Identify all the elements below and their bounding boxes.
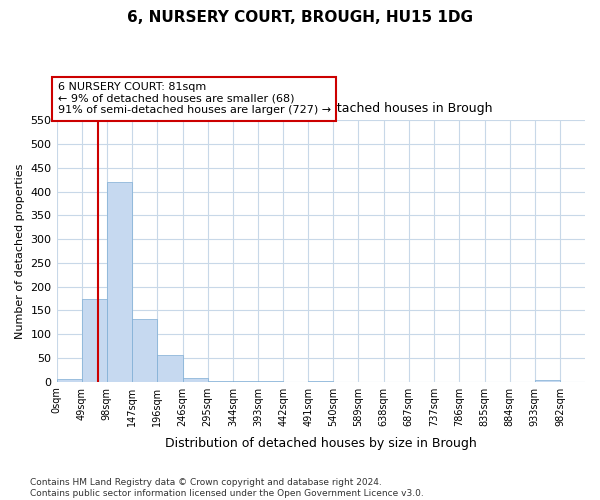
Text: 6 NURSERY COURT: 81sqm
← 9% of detached houses are smaller (68)
91% of semi-deta: 6 NURSERY COURT: 81sqm ← 9% of detached … — [58, 82, 331, 116]
Bar — [182, 378, 208, 382]
X-axis label: Distribution of detached houses by size in Brough: Distribution of detached houses by size … — [165, 437, 476, 450]
Bar — [208, 380, 233, 382]
Text: 6, NURSERY COURT, BROUGH, HU15 1DG: 6, NURSERY COURT, BROUGH, HU15 1DG — [127, 10, 473, 25]
Bar — [107, 182, 132, 382]
Bar — [308, 380, 334, 382]
Y-axis label: Number of detached properties: Number of detached properties — [15, 163, 25, 338]
Title: Size of property relative to detached houses in Brough: Size of property relative to detached ho… — [149, 102, 492, 115]
Bar — [132, 320, 157, 382]
Bar — [535, 380, 560, 382]
Text: Contains HM Land Registry data © Crown copyright and database right 2024.
Contai: Contains HM Land Registry data © Crown c… — [30, 478, 424, 498]
Bar — [56, 380, 82, 382]
Bar — [82, 299, 107, 382]
Bar — [157, 354, 182, 382]
